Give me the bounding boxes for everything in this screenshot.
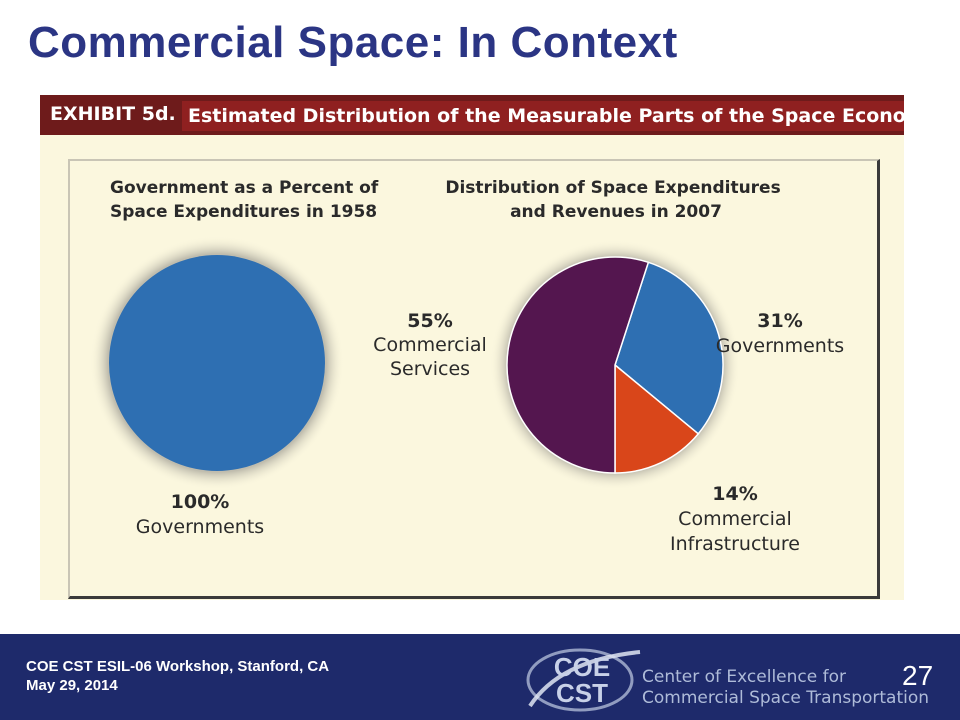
chart-2007-title-line-1: Distribution of Space Expenditures (445, 178, 780, 198)
chart-2007-title-line-2: and Revenues in 2007 (510, 202, 722, 222)
label-infrastructure-line-1: Commercial (678, 508, 792, 530)
chart-1958-title-line-2: Space Expenditures in 1958 (110, 202, 377, 222)
pie-charts: Government as a Percent of Space Expendi… (40, 95, 904, 600)
logo-line-1: Center of Excellence for (642, 667, 846, 687)
label-services-line-1: Commercial (373, 334, 487, 356)
chart-1958-title-line-1: Government as a Percent of (110, 178, 379, 198)
chart-1958-slice-label: Governments (136, 516, 264, 538)
chart-2007-slices (507, 257, 723, 473)
label-governments-value: 31% (757, 310, 802, 332)
chart-2007-title: Distribution of Space Expenditures and R… (445, 178, 786, 222)
exhibit-figure: EXHIBIT 5d. Estimated Distribution of th… (40, 95, 904, 600)
slide-title: Commercial Space: In Context (28, 18, 678, 68)
label-services-line-2: Services (390, 358, 470, 380)
label-governments: Governments (716, 335, 844, 357)
footer-date: May 29, 2014 (26, 677, 118, 694)
logo-line-2: Commercial Space Transportation (642, 688, 929, 708)
label-services-value: 55% (407, 310, 452, 332)
chart-1958: Government as a Percent of Space Expendi… (90, 178, 384, 538)
chart-2007: Distribution of Space Expenditures and R… (373, 178, 844, 555)
label-infrastructure-line-2: Infrastructure (670, 533, 800, 555)
chart-1958-title: Government as a Percent of Space Expendi… (110, 178, 384, 222)
page-number: 27 (902, 660, 933, 692)
logo-mark-bottom: CST (556, 678, 608, 708)
footer-bar: COE CST ESIL-06 Workshop, Stanford, CA M… (0, 634, 960, 720)
chart-1958-value-label: 100% (171, 491, 230, 513)
coe-cst-logo: COE CST Center of Excellence for Commerc… (520, 640, 940, 716)
label-infrastructure-value: 14% (712, 483, 757, 505)
pie-slice-governments-1958 (109, 255, 325, 471)
footer-workshop: COE CST ESIL-06 Workshop, Stanford, CA (26, 658, 329, 675)
